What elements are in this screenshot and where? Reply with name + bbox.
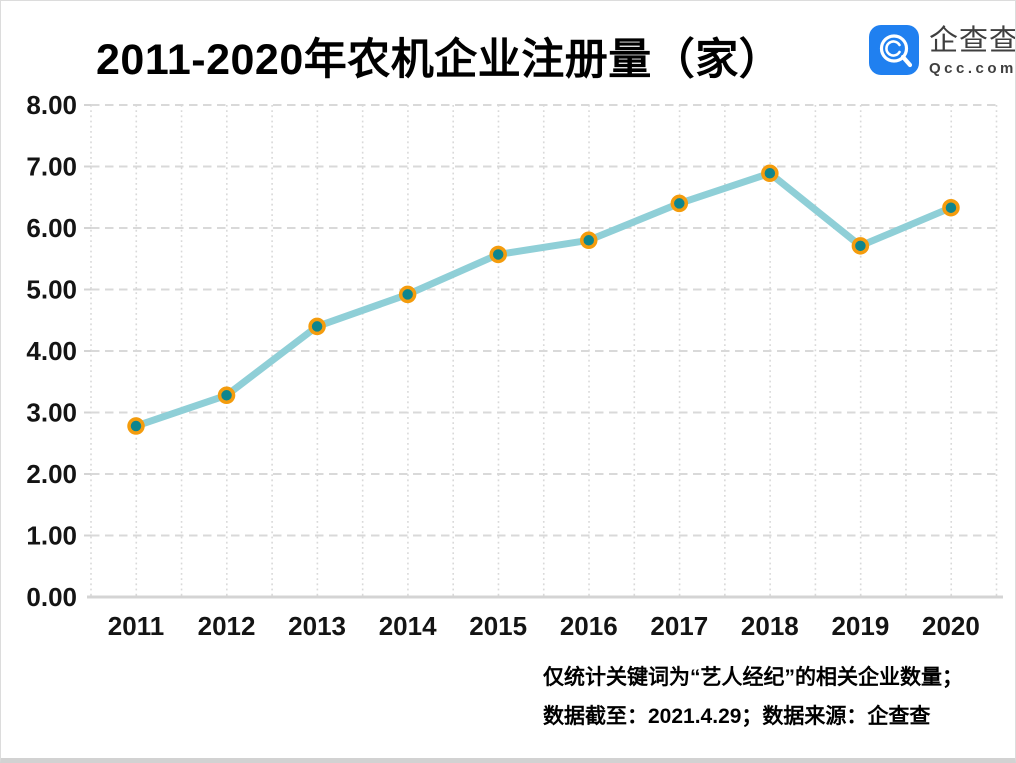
y-tick-label: 4.00	[26, 336, 77, 366]
x-tick-label: 2014	[379, 611, 437, 641]
data-point	[489, 245, 507, 264]
y-tick-label: 3.00	[26, 398, 77, 428]
qcc-brand-en: Qcc.com	[929, 60, 1016, 77]
y-tick-label: 6.00	[26, 213, 77, 243]
qcc-logo: 企查查 Qcc.com	[869, 25, 1016, 77]
data-point	[580, 231, 598, 250]
y-tick-label: 1.00	[26, 521, 77, 551]
chart-title: 2011-2020年农机企业注册量（家）	[96, 36, 783, 84]
y-tick-label: 5.00	[26, 275, 77, 305]
x-tick-label: 2018	[741, 611, 799, 641]
footnote: 仅统计关键词为“艺人经纪”的相关企业数量； 数据截至：2021.4.29；数据来…	[543, 658, 963, 736]
x-tick-label: 2017	[650, 611, 708, 641]
data-point	[308, 317, 326, 336]
footnote-line-1: 仅统计关键词为“艺人经纪”的相关企业数量；	[543, 666, 963, 689]
data-point	[217, 386, 236, 405]
trend-line	[132, 169, 955, 430]
x-tick-label: 2015	[469, 611, 527, 641]
x-tick-label: 2020	[922, 611, 980, 641]
x-tick-label: 2019	[831, 611, 889, 641]
y-tick-label: 2.00	[26, 459, 77, 489]
y-tick-label: 8.00	[26, 90, 77, 120]
x-tick-label: 2013	[288, 611, 346, 641]
qcc-logo-text: 企查查 Qcc.com	[929, 25, 1016, 77]
x-tick-label: 2011	[108, 611, 164, 641]
x-tick-label: 2012	[198, 611, 256, 641]
data-point	[398, 285, 417, 304]
data-point	[127, 417, 145, 435]
data-point	[851, 237, 870, 255]
y-tick-label: 7.00	[26, 152, 77, 182]
y-tick-label: 0.00	[26, 582, 77, 612]
qcc-magnifier-icon	[869, 25, 919, 75]
qcc-brand-cn: 企查查	[929, 25, 1016, 57]
data-point	[942, 198, 960, 217]
footnote-line-2: 数据截至：2021.4.29；数据来源：企查查	[543, 705, 931, 728]
data-point	[670, 194, 689, 213]
x-tick-label: 2016	[560, 611, 618, 641]
data-point	[761, 164, 779, 183]
